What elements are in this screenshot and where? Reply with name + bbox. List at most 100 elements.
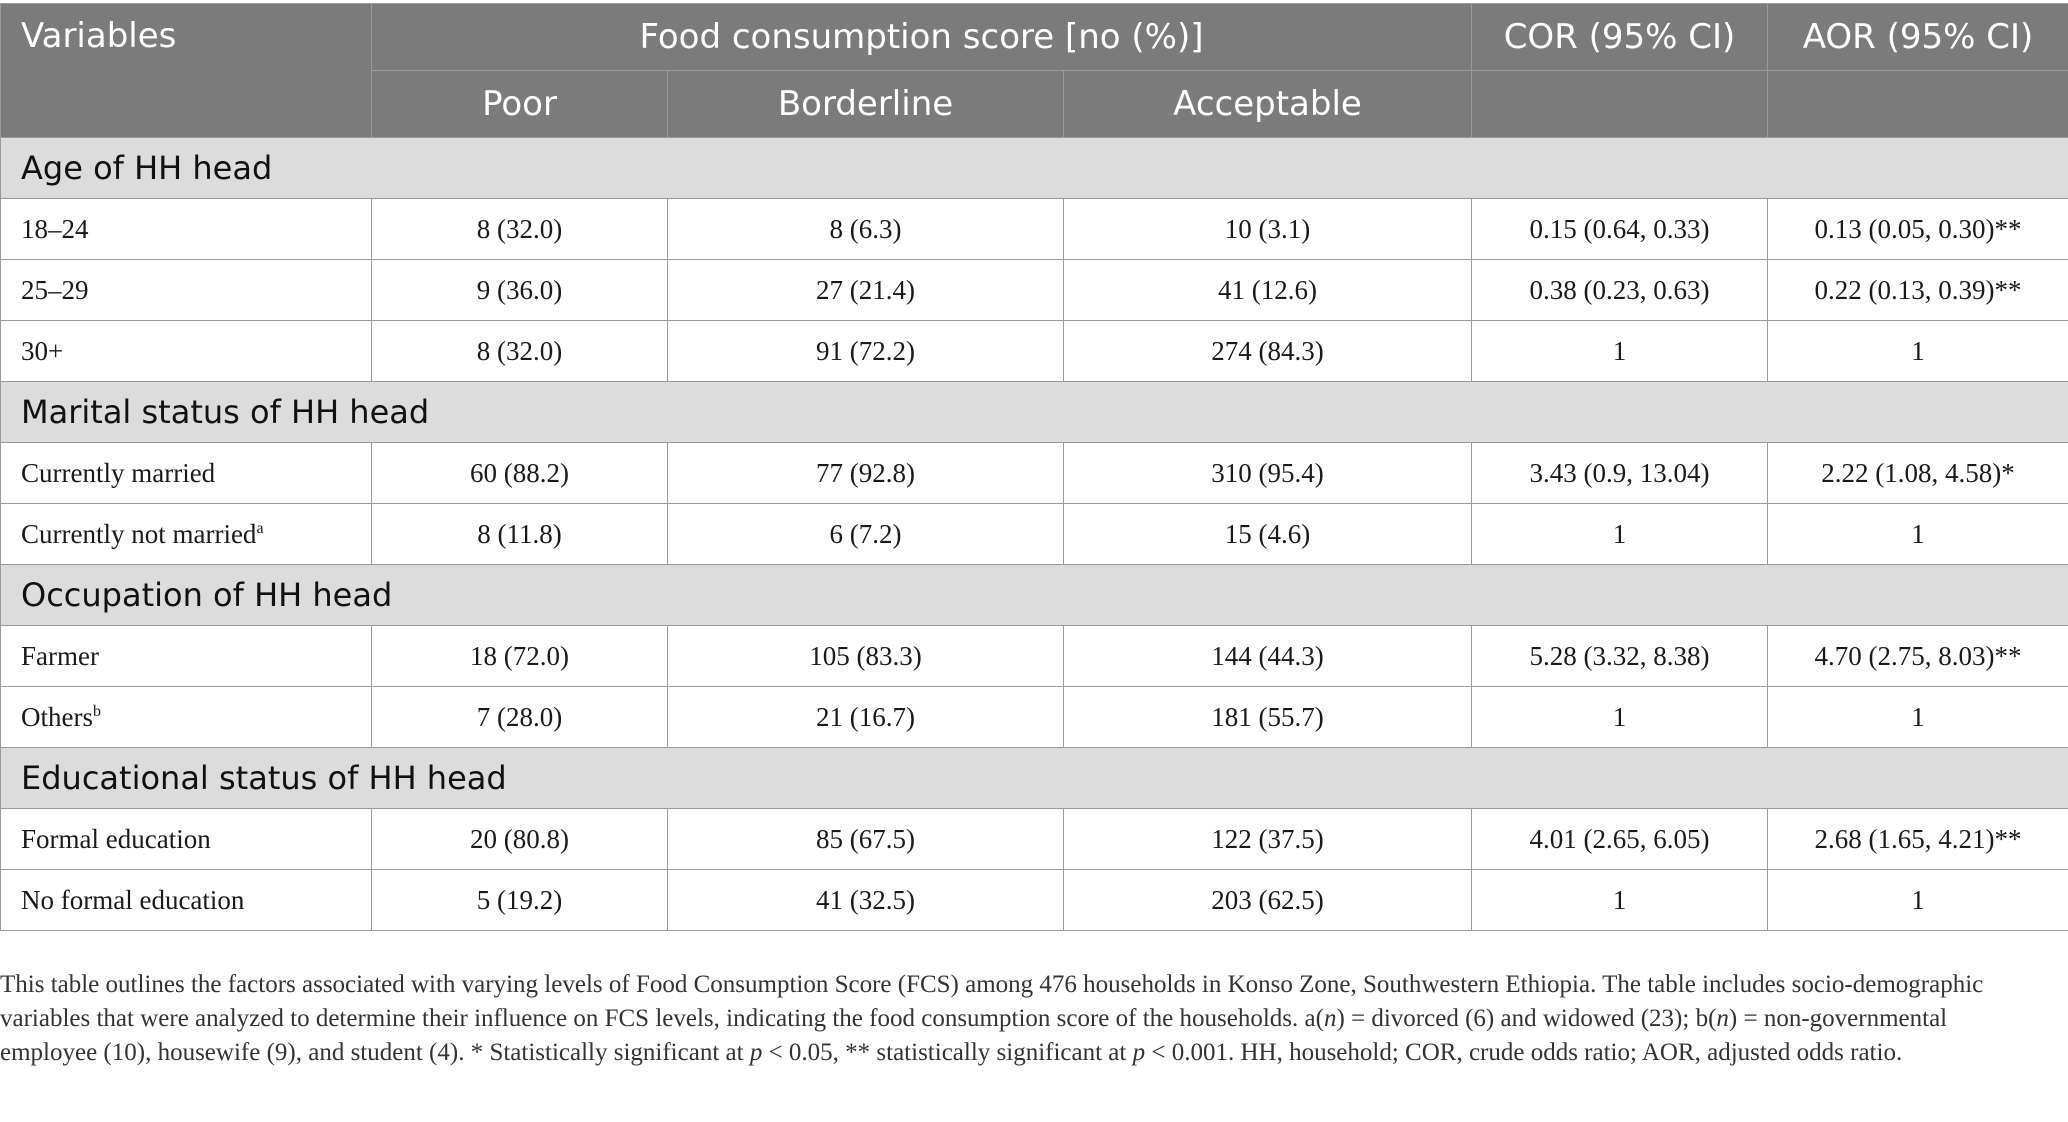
cell-aor: 1 [1767, 686, 2068, 748]
cell-borderline: 6 (7.2) [667, 503, 1064, 565]
cell-acceptable: 310 (95.4) [1063, 442, 1472, 504]
cell-acceptable: 10 (3.1) [1063, 198, 1472, 260]
cell-poor: 8 (11.8) [371, 503, 668, 565]
footnote-text-3: ) = non-governmental employee (10), hous… [0, 1005, 1948, 1066]
cell-aor: 1 [1767, 503, 2068, 565]
cell-acceptable: 41 (12.6) [1063, 259, 1472, 321]
cell-cor: 5.28 (3.32, 8.38) [1471, 625, 1768, 687]
cell-borderline: 105 (83.3) [667, 625, 1064, 687]
section-row: Occupation of HH head [0, 564, 2068, 626]
cell-poor: 9 (36.0) [371, 259, 668, 321]
section-row: Marital status of HH head [0, 381, 2068, 443]
footnote-text-1: This table outlines the factors associat… [0, 971, 1984, 1032]
row-label: 18–24 [21, 213, 89, 244]
cell-aor: 1 [1767, 869, 2068, 931]
table-row: 18–24 8 (32.0) 8 (6.3) 10 (3.1) 0.15 (0.64, … [0, 198, 2068, 260]
table-body: Age of HH head 18–24 8 (32.0) 8 (6.3) 10 (3.… [0, 137, 2068, 931]
row-label-cell: 25–29 [0, 259, 372, 321]
cell-aor: 2.22 (1.08, 4.58)* [1767, 442, 2068, 504]
cell-borderline: 41 (32.5) [667, 869, 1064, 931]
cell-cor: 1 [1471, 503, 1768, 565]
cell-cor: 1 [1471, 320, 1768, 382]
cell-cor: 0.38 (0.23, 0.63) [1471, 259, 1768, 321]
footnote-text-4: < 0.05, ** statistically significant at [762, 1039, 1133, 1066]
footnote-p-1: p [749, 1039, 763, 1066]
cell-borderline: 21 (16.7) [667, 686, 1064, 748]
header-poor: Poor [371, 70, 668, 138]
row-label: Others [21, 701, 93, 732]
cell-poor: 7 (28.0) [371, 686, 668, 748]
row-label: Farmer [21, 640, 99, 671]
cell-poor: 20 (80.8) [371, 808, 668, 870]
table-row: 25–29 9 (36.0) 27 (21.4) 41 (12.6) 0.38 (0.2… [0, 259, 2068, 321]
footnote-text-2: ) = divorced (6) and widowed (23); b( [1336, 1005, 1717, 1032]
row-label-cell: 18–24 [0, 198, 372, 260]
cell-aor: 0.22 (0.13, 0.39)** [1767, 259, 2068, 321]
header-row-2: Poor Borderline Acceptable [1, 70, 2068, 138]
cell-poor: 5 (19.2) [371, 869, 668, 931]
cell-borderline: 27 (21.4) [667, 259, 1064, 321]
table-row: 30+ 8 (32.0) 91 (72.2) 274 (84.3) 1 1 [0, 320, 2068, 382]
row-label-cell: Othersb [0, 686, 372, 748]
header-fcs-group: Food consumption score [no (%)] [371, 3, 1472, 71]
section-title: Age of HH head [0, 137, 2068, 199]
header-acceptable: Acceptable [1063, 70, 1472, 138]
table-row: Currently married 60 (88.2) 77 (92.8) 310 (… [0, 442, 2068, 504]
table-footnote: This table outlines the factors associat… [0, 968, 2050, 1070]
header-cor: COR (95% CI) [1471, 3, 1768, 71]
cell-acceptable: 203 (62.5) [1063, 869, 1472, 931]
cell-borderline: 85 (67.5) [667, 808, 1064, 870]
row-label: Formal education [21, 823, 211, 854]
footnote-marker: b [92, 702, 101, 720]
cell-acceptable: 144 (44.3) [1063, 625, 1472, 687]
section-row: Age of HH head [0, 137, 2068, 199]
header-cor-blank [1471, 70, 1768, 138]
row-label-cell: Formal education [0, 808, 372, 870]
footnote-marker: a [256, 519, 264, 537]
cell-borderline: 77 (92.8) [667, 442, 1064, 504]
cell-cor: 1 [1471, 686, 1768, 748]
row-label-cell: 30+ [0, 320, 372, 382]
cell-aor: 1 [1767, 320, 2068, 382]
table-row: Farmer 18 (72.0) 105 (83.3) 144 (44.3) 5.28 … [0, 625, 2068, 687]
cell-aor: 2.68 (1.65, 4.21)** [1767, 808, 2068, 870]
row-label-cell: Currently married [0, 442, 372, 504]
cell-poor: 8 (32.0) [371, 320, 668, 382]
row-label: Currently not married [21, 518, 257, 549]
cell-acceptable: 122 (37.5) [1063, 808, 1472, 870]
table-row: No formal education 5 (19.2) 41 (32.5) 203 … [0, 869, 2068, 931]
section-title: Educational status of HH head [0, 747, 2068, 809]
footnote-p-2: p [1132, 1039, 1146, 1066]
row-label-cell: Currently not marrieda [0, 503, 372, 565]
cell-poor: 8 (32.0) [371, 198, 668, 260]
table-row: Formal education 20 (80.8) 85 (67.5) 122 (3… [0, 808, 2068, 870]
table-header: Variables Food consumption score [no (%)… [0, 3, 2068, 138]
cell-cor: 4.01 (2.65, 6.05) [1471, 808, 1768, 870]
row-label-cell: Farmer [0, 625, 372, 687]
cell-aor: 0.13 (0.05, 0.30)** [1767, 198, 2068, 260]
row-label: Currently married [21, 457, 216, 488]
header-variables: Variables [0, 3, 372, 138]
cell-cor: 0.15 (0.64, 0.33) [1471, 198, 1768, 260]
table-row: Currently not marrieda 8 (11.8) 6 (7.2) 15 … [0, 503, 2068, 565]
cell-poor: 60 (88.2) [371, 442, 668, 504]
header-aor-blank [1767, 70, 2068, 138]
cell-borderline: 8 (6.3) [667, 198, 1064, 260]
cell-poor: 18 (72.0) [371, 625, 668, 687]
row-label-cell: No formal education [0, 869, 372, 931]
cell-cor: 1 [1471, 869, 1768, 931]
cell-borderline: 91 (72.2) [667, 320, 1064, 382]
header-row-1: Variables Food consumption score [no (%)… [0, 3, 2068, 138]
cell-acceptable: 274 (84.3) [1063, 320, 1472, 382]
cell-cor: 3.43 (0.9, 13.04) [1471, 442, 1768, 504]
header-borderline: Borderline [667, 70, 1064, 138]
footnote-n-1: n [1323, 1005, 1337, 1032]
cell-aor: 4.70 (2.75, 8.03)** [1767, 625, 2068, 687]
row-label: No formal education [21, 884, 245, 915]
footnote-text-5: < 0.001. HH, household; COR, crude odds … [1145, 1039, 1903, 1066]
cell-acceptable: 15 (4.6) [1063, 503, 1472, 565]
row-label: 30+ [21, 335, 64, 366]
header-aor: AOR (95% CI) [1767, 3, 2068, 71]
section-title: Occupation of HH head [0, 564, 2068, 626]
footnote-n-2: n [1716, 1005, 1729, 1032]
